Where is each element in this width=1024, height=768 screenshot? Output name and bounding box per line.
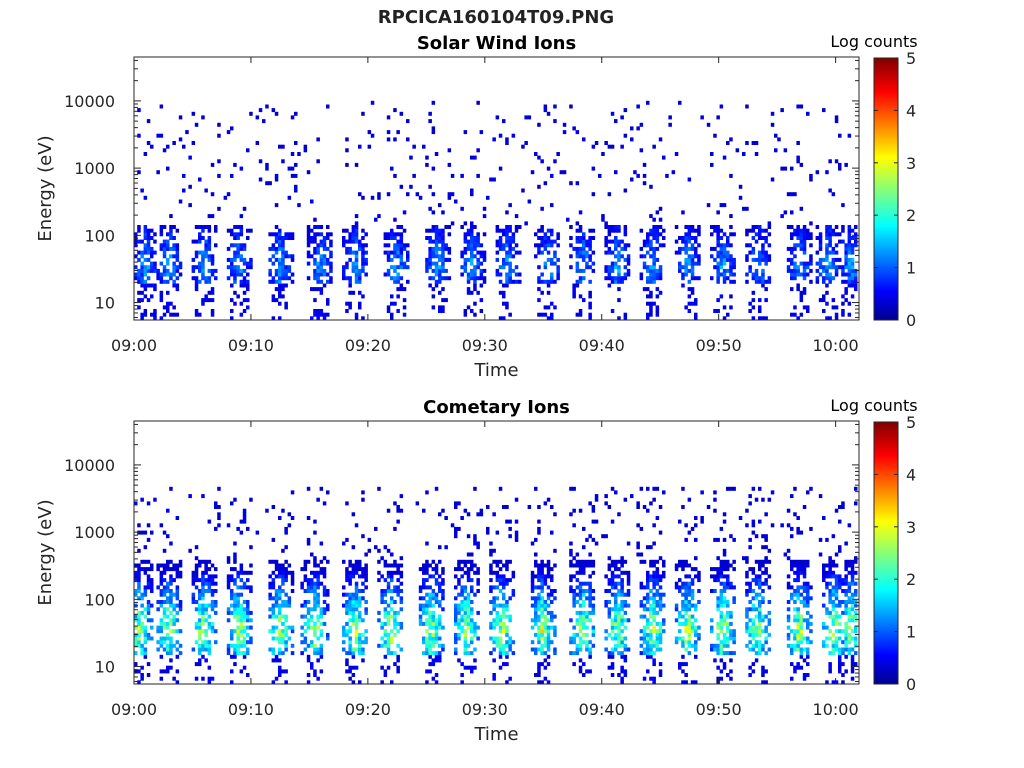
colorbar-tick-label: 0 — [906, 675, 916, 694]
panel-title: Cometary Ions — [423, 397, 570, 418]
x-tick-label: 10:00 — [813, 700, 859, 719]
colorbar-tick-label: 1 — [906, 623, 916, 642]
colorbar-tick-label: 2 — [906, 570, 916, 589]
x-tick-label: 09:00 — [111, 336, 157, 355]
colorbar-tick-label: 5 — [906, 49, 916, 68]
y-tick-label: 10000 — [64, 92, 115, 111]
x-tick-label: 09:30 — [462, 336, 508, 355]
y-tick-label: 10000 — [64, 456, 115, 475]
x-tick-label: 09:50 — [696, 336, 742, 355]
y-axis-label: Energy (eV) — [35, 135, 56, 241]
y-tick-label: 1000 — [74, 159, 115, 178]
colorbar-label: Log counts — [830, 396, 917, 415]
x-tick-label: 09:20 — [345, 700, 391, 719]
colorbar-tick-label: 2 — [906, 206, 916, 225]
x-axis-label: Time — [473, 360, 518, 381]
x-tick-label: 09:40 — [579, 700, 625, 719]
x-tick-label: 09:10 — [228, 336, 274, 355]
spectrogram-cells — [134, 100, 858, 321]
colorbar-tick-label: 4 — [906, 101, 916, 120]
y-tick-label: 10 — [95, 294, 115, 313]
colorbar-tick-label: 3 — [906, 518, 916, 537]
x-axis-label: Time — [473, 724, 518, 745]
colorbar-tick-label: 3 — [906, 154, 916, 173]
panel-title: Solar Wind Ions — [417, 33, 576, 54]
spectrogram-cells — [134, 486, 858, 685]
y-tick-label: 100 — [84, 590, 115, 609]
colorbar — [873, 57, 899, 321]
x-tick-label: 10:00 — [813, 336, 859, 355]
y-tick-label: 100 — [84, 226, 115, 245]
colorbar — [873, 421, 899, 685]
colorbar-tick-label: 4 — [906, 465, 916, 484]
x-tick-label: 09:10 — [228, 700, 274, 719]
panel-1: Cometary Ions 09:00 09:10 09:20 09:30 09:40 09… — [35, 396, 918, 745]
x-tick-label: 09:40 — [579, 336, 625, 355]
x-tick-label: 09:20 — [345, 336, 391, 355]
y-tick-label: 1000 — [74, 523, 115, 542]
x-tick-label: 09:50 — [696, 700, 742, 719]
colorbar-tick-label: 5 — [906, 413, 916, 432]
colorbar-tick-label: 1 — [906, 259, 916, 278]
figure-title: RPCICA160104T09.PNG — [377, 7, 615, 28]
colorbar-tick-label: 0 — [906, 311, 916, 330]
y-axis-label: Energy (eV) — [35, 499, 56, 605]
y-tick-label: 10 — [95, 658, 115, 677]
x-tick-label: 09:30 — [462, 700, 508, 719]
x-tick-label: 09:00 — [111, 700, 157, 719]
colorbar-label: Log counts — [830, 32, 917, 51]
panel-0: Solar Wind Ions 09:00 09:10 09:20 09:30 09:40… — [35, 32, 918, 381]
